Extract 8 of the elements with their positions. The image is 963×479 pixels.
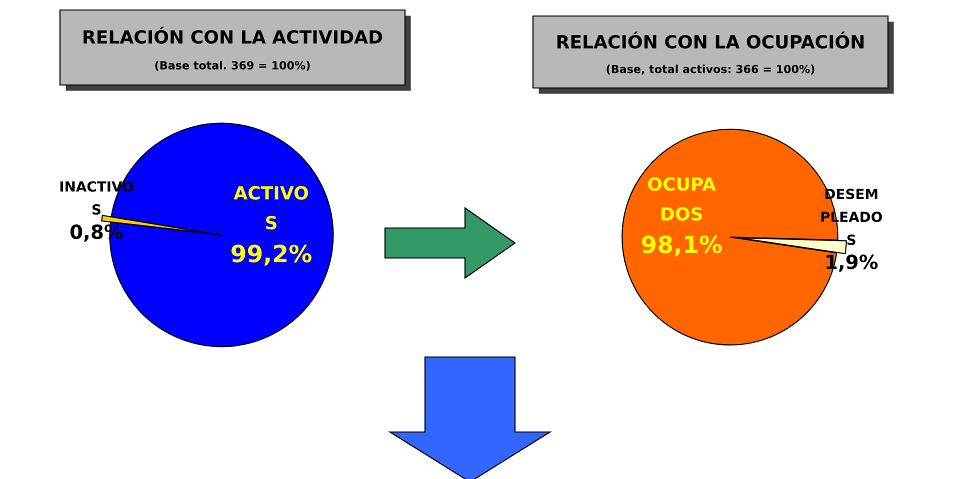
data-label: 98,1%	[642, 235, 722, 256]
slice-label: OCUPA DOS	[648, 177, 716, 221]
data-label: 99,2%	[232, 244, 312, 266]
chart-title: RELACIÓN CON LA ACTIVIDAD	[84, 26, 382, 44]
slice-label: ACTIVO S	[234, 186, 308, 230]
chart-subtitle: (Base total. 369 = 100%)	[155, 60, 310, 71]
chart-title: RELACIÓN CON LA OCUPACIÓN	[557, 32, 864, 49]
chart-subtitle: (Base, total activos: 366 = 100%)	[606, 64, 814, 75]
